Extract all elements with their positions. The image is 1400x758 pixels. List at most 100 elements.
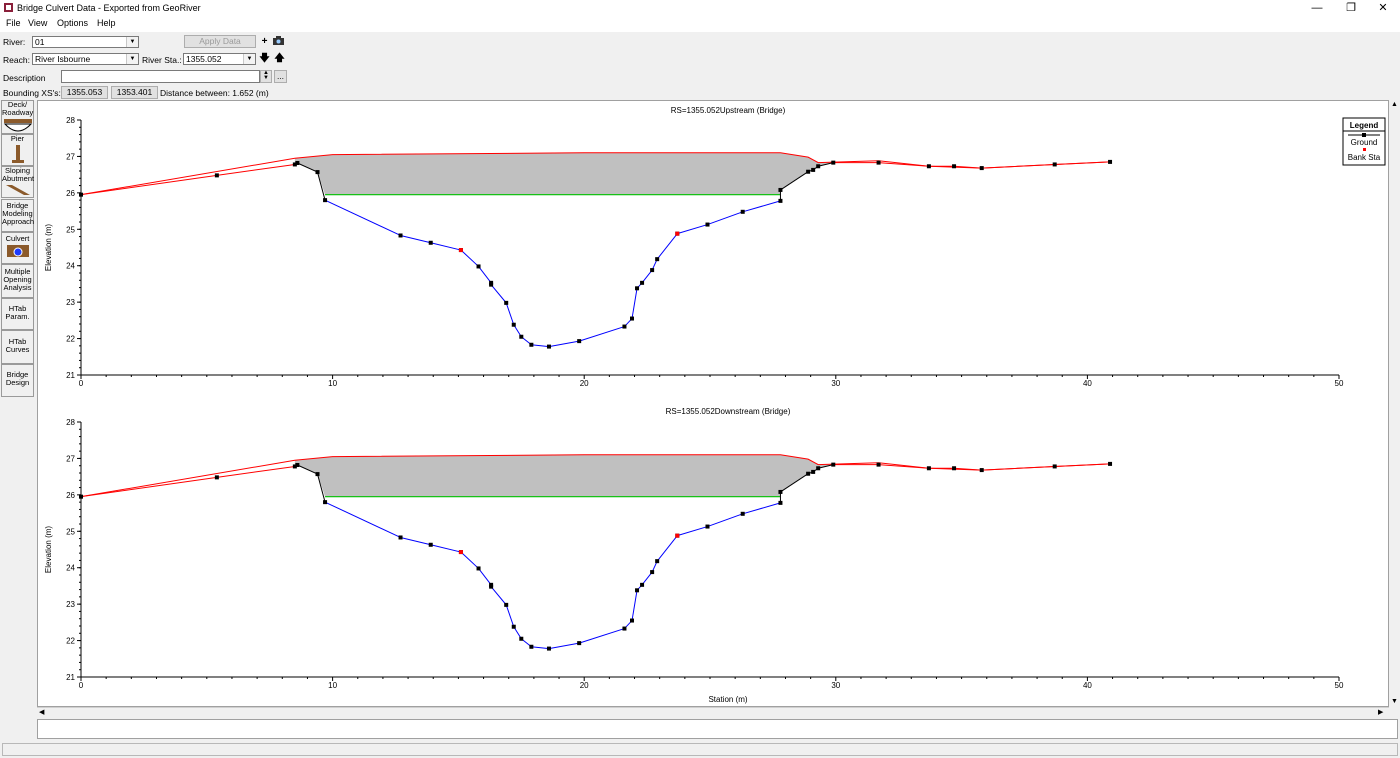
add-icon[interactable]: + <box>258 35 271 48</box>
ground-point <box>398 535 403 540</box>
ground-segment <box>430 242 462 251</box>
menu-view[interactable]: View <box>28 18 48 28</box>
y-tick-label: 24 <box>66 564 75 573</box>
description-more-button[interactable]: ... <box>274 70 287 83</box>
sidebar-item-label: Culvert <box>5 234 30 243</box>
sidebar-item-label: Sloping Abutment <box>2 166 35 183</box>
x-tick-label: 0 <box>79 379 84 388</box>
horizontal-scrollbar[interactable]: ◀ ▶ <box>37 707 1389 718</box>
menu-help[interactable]: Help <box>97 18 116 28</box>
ground-segment <box>505 302 515 325</box>
chevron-down-icon[interactable]: ▼ <box>126 54 138 64</box>
vertical-scrollbar[interactable]: ▲ ▼ <box>1389 100 1400 718</box>
ground-point <box>511 624 516 629</box>
sidebar-item-bridge-design[interactable]: Bridge Design <box>1 364 34 397</box>
apply-data-button[interactable]: Apply Data <box>184 35 256 48</box>
restore-icon[interactable]: ❐ <box>1346 2 1356 14</box>
ground-segment <box>631 288 638 319</box>
ground-segment <box>460 551 479 569</box>
y-tick-label: 28 <box>66 418 75 427</box>
ground-segment <box>80 174 217 196</box>
ground-point <box>529 342 534 347</box>
close-icon[interactable]: ✕ <box>1378 2 1388 14</box>
ground-point <box>546 646 551 651</box>
ground-point <box>476 264 481 269</box>
sidebar-item-htab-curves[interactable]: HTab Curves <box>1 330 34 364</box>
legend-title: Legend <box>1350 121 1379 130</box>
ground-point <box>831 160 836 165</box>
ground-point <box>504 602 509 607</box>
scroll-left-icon[interactable]: ◀ <box>39 709 45 716</box>
river-select[interactable]: 01 ▼ <box>32 36 139 48</box>
ground-point <box>214 475 219 480</box>
sidebar-item-pier[interactable]: Pier <box>1 134 34 166</box>
menu-file[interactable]: File <box>6 18 21 28</box>
camera-icon[interactable] <box>271 35 286 48</box>
sidebar-item-sloping-abutment[interactable]: Sloping Abutment <box>1 166 34 198</box>
x-tick-label: 20 <box>580 681 589 690</box>
legend-bank-marker <box>1363 148 1366 151</box>
river-sta-select[interactable]: 1355.052 ▼ <box>183 53 256 65</box>
cross-section-plots: RS=1355.052Upstream (Bridge) 0 10 20 30 40 50 2… <box>44 106 1386 704</box>
ground-point <box>816 466 821 471</box>
app-icon <box>4 3 13 12</box>
reach-select[interactable]: River Isbourne ▼ <box>32 53 139 65</box>
chevron-down-icon[interactable]: ▼ <box>126 37 138 47</box>
scroll-down-icon[interactable]: ▼ <box>1391 698 1398 705</box>
ground-point <box>315 170 320 175</box>
chevron-down-icon[interactable]: ▼ <box>243 54 255 64</box>
ground-segment <box>216 465 295 478</box>
y-tick-label: 23 <box>66 298 75 307</box>
y-tick-label: 21 <box>66 371 75 380</box>
sidebar-item-culvert[interactable]: Culvert <box>1 232 34 264</box>
minimize-icon[interactable]: — <box>1311 2 1323 14</box>
ground-point <box>546 344 551 349</box>
ground-segment <box>548 642 580 650</box>
sidebar-item-multiple-opening-analysis[interactable]: Multiple Opening Analysis <box>1 264 34 298</box>
arrow-down-icon[interactable]: 🡇 <box>258 52 271 65</box>
river-sta-label: River Sta.: <box>142 55 182 65</box>
ground-segment <box>531 646 550 650</box>
scroll-up-icon[interactable]: ▲ <box>1391 101 1398 108</box>
plot-area: RS=1355.052Upstream (Bridge) 0 10 20 30 40 50 2… <box>37 100 1389 707</box>
description-label: Description <box>3 73 46 83</box>
ground-segment <box>317 473 326 503</box>
ground-point <box>778 489 783 494</box>
ground-point <box>650 570 655 575</box>
y-tick-label: 26 <box>66 491 75 500</box>
description-spinner[interactable]: ▲ ▼ <box>260 70 272 83</box>
y-tick-label: 22 <box>66 335 75 344</box>
sidebar-item-deck-roadway[interactable]: Deck/ Roadway <box>1 100 34 134</box>
ground-point <box>778 198 783 203</box>
ground-segment <box>548 340 580 348</box>
bounding-upstream-button[interactable]: 1355.053 <box>61 86 108 99</box>
sidebar: Deck/ Roadway Pier Sloping Abutment Brid… <box>0 100 36 398</box>
ground-point <box>811 469 816 474</box>
ground-segment <box>981 465 1055 471</box>
ground-point <box>876 160 881 165</box>
ground-segment <box>656 233 678 260</box>
ground-point <box>705 222 710 227</box>
sidebar-item-htab-param[interactable]: HTab Param. <box>1 298 34 330</box>
legend-item-ground: Ground <box>1351 138 1378 147</box>
sidebar-item-bridge-modeling-approach[interactable]: Bridge Modeling Approach <box>1 199 34 232</box>
ground-segment <box>513 324 522 338</box>
ground-point <box>489 282 494 287</box>
bounding-downstream-button[interactable]: 1353.401 <box>111 86 158 99</box>
ground-point <box>705 524 710 529</box>
x-tick-label: 10 <box>328 379 337 388</box>
scroll-right-icon[interactable]: ▶ <box>1378 709 1384 716</box>
y-tick-label: 24 <box>66 262 75 271</box>
ground-point <box>428 240 433 245</box>
x-tick-label: 50 <box>1335 681 1344 690</box>
ground-point <box>79 192 83 197</box>
ground-point <box>1108 159 1113 164</box>
menu-options[interactable]: Options <box>57 18 89 28</box>
ground-segment <box>818 464 834 469</box>
ground-point <box>295 462 300 467</box>
chart-upstream: RS=1355.052Upstream (Bridge) 0 10 20 30 40 50 2… <box>44 106 1344 388</box>
ground-segment <box>490 284 507 304</box>
ground-point <box>577 641 582 646</box>
description-field[interactable] <box>61 70 260 83</box>
arrow-up-icon[interactable]: 🡅 <box>273 52 286 65</box>
